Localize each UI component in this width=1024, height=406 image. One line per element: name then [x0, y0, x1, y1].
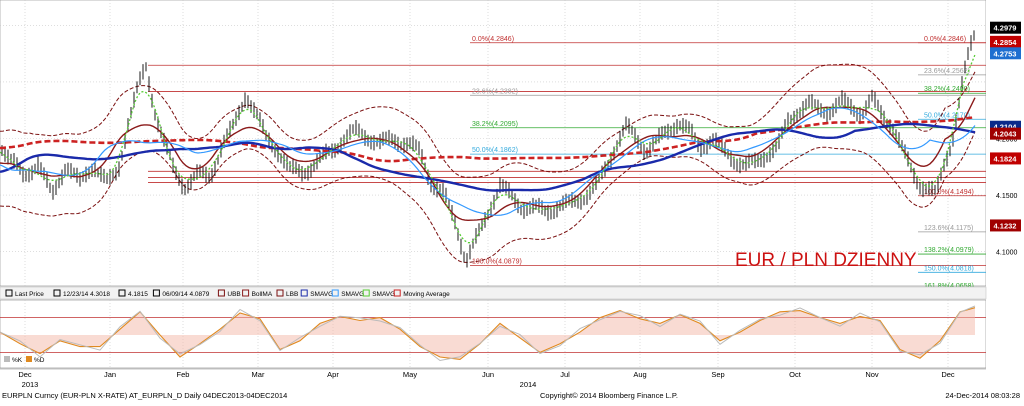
footer-timestamp: 24-Dec-2014 08:03:28 — [945, 391, 1020, 400]
legend-swatch — [276, 289, 284, 297]
month-label: Dec — [18, 370, 32, 379]
price-tag-label: 4.2854 — [994, 38, 1018, 47]
price-tag-box — [990, 219, 1021, 232]
month-label: Sep — [711, 370, 724, 379]
oscillator-legend-label: %K — [12, 357, 23, 364]
fib-left-label: 50.0%(4.1862) — [472, 147, 518, 154]
fib-left-label: 38.2%(4.2095) — [472, 121, 518, 128]
price-tag-label: 4.2043 — [994, 130, 1017, 139]
legend-swatch — [331, 289, 339, 297]
price-tag-label: 4.1232 — [994, 221, 1017, 230]
legend-swatch — [300, 289, 308, 297]
oscillator-legend-swatch — [4, 356, 10, 362]
fibonacci-layer: 0.0%(4.2846) 23.6%(4.2382) 38.2%(4.2095) 50… — [470, 36, 986, 290]
month-label: May — [403, 370, 417, 379]
price-tag-box — [990, 47, 1021, 60]
fib-right-label: 161.8%(4.0658) — [924, 283, 974, 290]
fib-right-label: 100.0%(4.1494) — [924, 189, 974, 196]
fib-right-label: 50.0%(4.2170) — [924, 112, 970, 119]
legend-swatch — [362, 289, 370, 297]
legend-label: SMAVG — [372, 291, 395, 298]
price-tag-box — [990, 152, 1021, 165]
legend-label: 4.1815 — [128, 291, 148, 298]
upper-bollinger-band — [0, 63, 976, 178]
price-tag-label: 4.2104 — [994, 123, 1018, 132]
price-tag-box — [990, 21, 1021, 34]
annotation-title: EUR / PLN DZIENNY — [735, 250, 917, 271]
footer-ticker: EURPLN Curncy (EUR-PLN X-RATE) AT_EURPLN… — [2, 391, 287, 400]
legend-label: SMAVG — [341, 291, 364, 298]
footer-copyright: Copyright© 2014 Bloomberg Finance L.P. — [540, 391, 678, 400]
oscillator-legend-swatch — [26, 356, 32, 362]
month-label: Nov — [865, 370, 879, 379]
legend-label: LBB — [286, 291, 298, 298]
price-axis-tick: 4.1500 — [996, 193, 1018, 200]
month-label: Apr — [327, 370, 339, 379]
month-label: Jan — [104, 370, 116, 379]
legend-swatch — [393, 289, 401, 297]
month-label: Jun — [482, 370, 494, 379]
smavg-blue-line — [0, 122, 976, 192]
price-axis-tick: 4.1000 — [996, 250, 1018, 257]
legend-swatch — [118, 289, 126, 297]
price-tag-box — [990, 35, 1021, 48]
month-label: Aug — [633, 370, 646, 379]
price-tag-label: 4.1824 — [994, 154, 1018, 163]
legend-label: BollMA — [252, 291, 273, 298]
footer-layer: EURPLN Curncy (EUR-PLN X-RATE) AT_EURPLN… — [2, 391, 1020, 400]
grid-layer — [0, 0, 987, 369]
right-axis-bg — [986, 0, 1024, 370]
legend-label: 06/09/14 4.0879 — [162, 291, 209, 298]
legend-label: UBB — [227, 291, 240, 298]
fib-left-label: 23.6%(4.2382) — [472, 88, 518, 95]
price-tag-box — [990, 127, 1021, 140]
legend-label: SMAVG — [310, 291, 333, 298]
fib-right-label: 23.6%(4.2562) — [924, 68, 970, 75]
smavg-green-line — [0, 54, 976, 244]
month-label: Jul — [560, 370, 570, 379]
lower-bollinger-band — [0, 131, 976, 263]
legend-swatch — [5, 289, 13, 297]
year-label: 2014 — [520, 380, 537, 389]
legend-label: 12/23/14 4.3018 — [63, 291, 110, 298]
legend-swatch — [242, 289, 250, 297]
year-label: 2013 — [22, 380, 39, 389]
fib-left-label: 100.0%(4.0879) — [472, 258, 522, 265]
axes-layer: 4.2000 4.1500 4.1000 Dec Jan Feb Mar Apr May Jun J… — [0, 0, 1024, 389]
price-tag-label: 4.2753 — [994, 49, 1017, 58]
oscillator-legend-label: %D — [34, 357, 45, 364]
moving-average-line — [0, 115, 976, 163]
fib-left-label: 0.0%(4.2846) — [472, 36, 514, 43]
fib-right-label: 38.2%(4.2400) — [924, 86, 970, 93]
fib-right-label: 0.0%(4.2846) — [924, 36, 966, 43]
legend-label: Moving Average — [403, 291, 450, 298]
oscillator-k-line — [0, 305, 976, 362]
legend-swatch — [217, 289, 225, 297]
series-layer: EUR / PLN DZIENNY — [0, 30, 976, 271]
fib-right-label: 150.0%(4.0818) — [924, 265, 974, 272]
fib-right-label: 123.6%(4.1175) — [924, 225, 973, 232]
price-tag-label: 4.2979 — [994, 24, 1017, 33]
month-label: Oct — [789, 370, 802, 379]
month-label: Dec — [941, 370, 955, 379]
month-label: Mar — [252, 370, 265, 379]
horizontal-lines-layer — [148, 64, 986, 183]
legend-label: Last Price — [15, 291, 44, 298]
legend-swatch — [53, 289, 61, 297]
fib-right-label: 138.2%(4.0979) — [924, 247, 974, 254]
month-label: Feb — [177, 370, 190, 379]
legend-bar — [0, 286, 987, 300]
legend-layer: Last Price 12/23/14 4.3018 4.1815 06/09/14 … — [0, 286, 987, 300]
oscillator-fill — [0, 307, 975, 360]
price-axis-tick: 4.2000 — [996, 137, 1018, 144]
legend-swatch — [152, 289, 160, 297]
